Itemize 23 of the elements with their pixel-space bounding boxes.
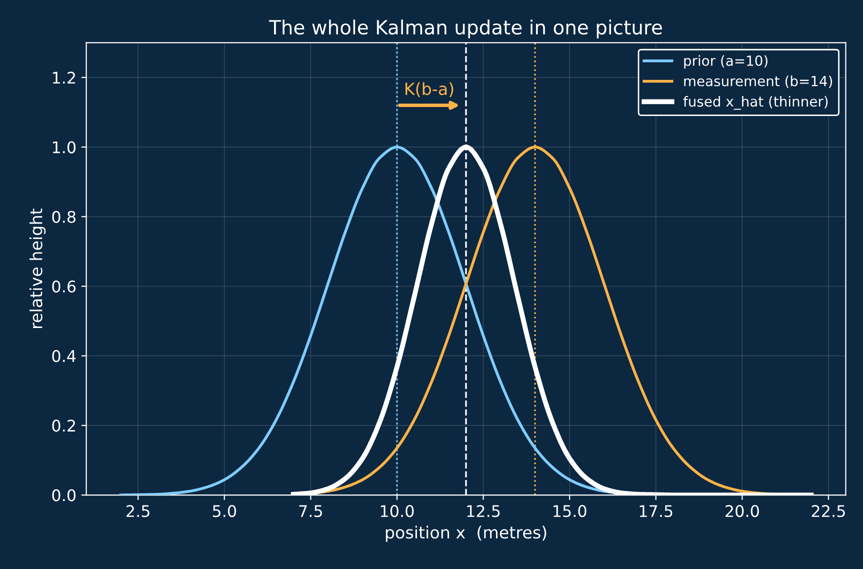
x-tick-label: 20.0 bbox=[726, 505, 759, 518]
x-tick-label: 2.5 bbox=[126, 505, 150, 518]
y-tick-label: 0.6 bbox=[52, 280, 76, 293]
legend-label: measurement (b=14) bbox=[684, 76, 832, 88]
y-tick-label: 1.0 bbox=[52, 141, 76, 154]
y-tick-label: 0.0 bbox=[52, 489, 76, 502]
x-tick-label: 7.5 bbox=[299, 505, 322, 518]
x-tick-label: 22.5 bbox=[812, 505, 845, 518]
legend-label: prior (a=10) bbox=[684, 55, 768, 69]
y-tick-label: 1.2 bbox=[52, 72, 75, 84]
y-tick-label: 0.8 bbox=[52, 210, 76, 223]
y-tick-label: 0.2 bbox=[52, 420, 75, 432]
y-tick-label: 0.4 bbox=[52, 350, 76, 362]
x-tick-label: 10.0 bbox=[380, 505, 414, 518]
chart-title: The whole Kalman update in one picture bbox=[268, 20, 662, 38]
x-tick-label: 5.0 bbox=[212, 505, 236, 518]
annotation: K(b-a) bbox=[406, 82, 454, 98]
x-tick-label: 17.5 bbox=[640, 505, 672, 518]
x-tick-label: 12.5 bbox=[467, 505, 500, 518]
x-axis-title: position x (metres) bbox=[386, 526, 546, 542]
legend-label: fused x_hat (thinner) bbox=[683, 96, 828, 110]
y-axis-title: relative height bbox=[29, 208, 46, 328]
x-tick-label: 15.0 bbox=[554, 505, 586, 518]
